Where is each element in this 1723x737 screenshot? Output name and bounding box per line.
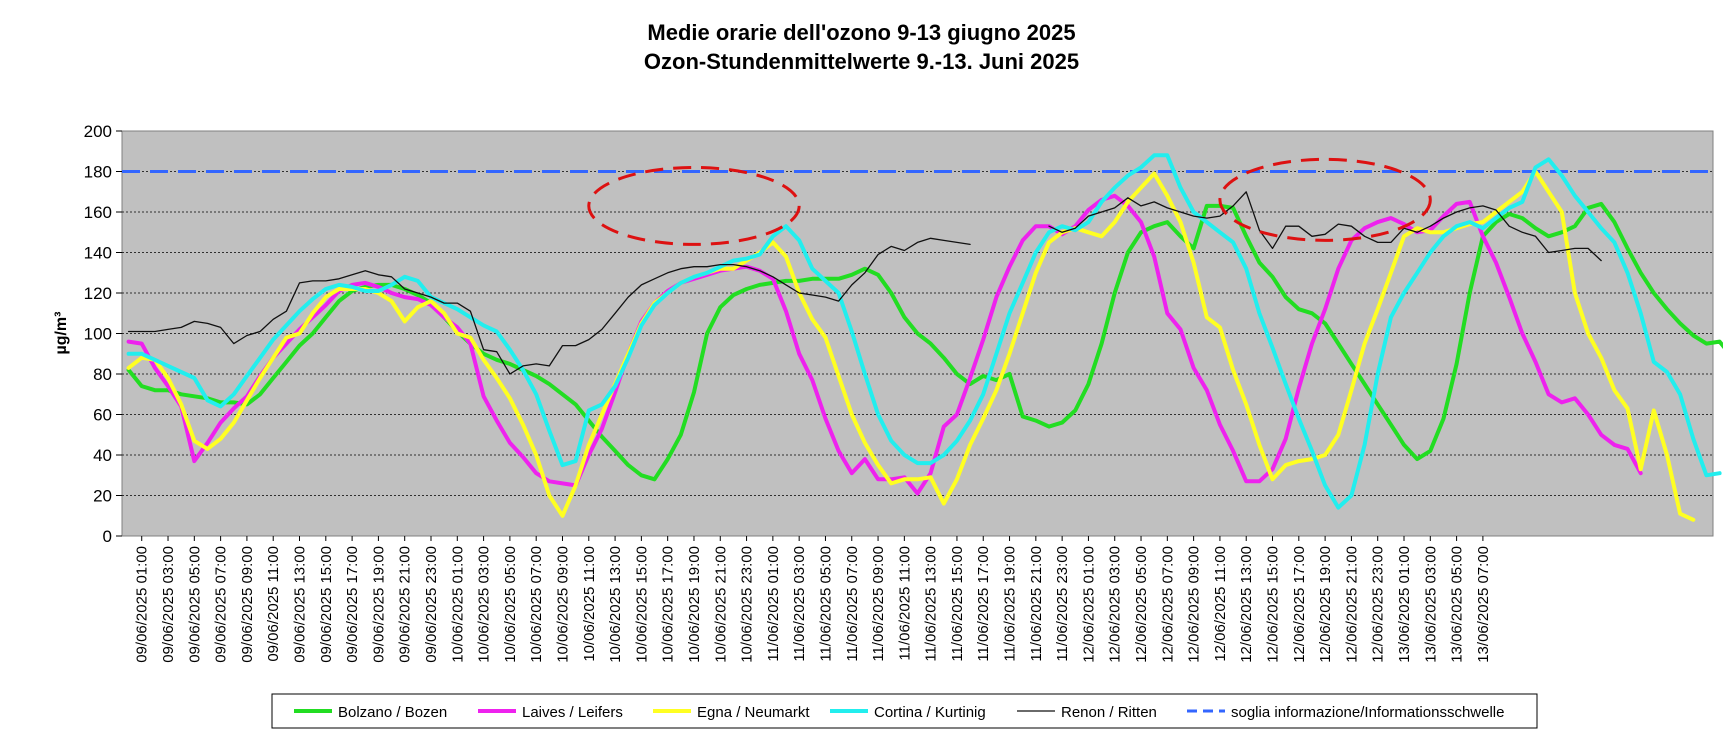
x-tick-label: 11/06/2025 21:00 xyxy=(1028,546,1045,662)
x-tick-label: 09/06/2025 13:00 xyxy=(292,546,309,663)
chart-title: Medie orarie dell'ozono 9-13 giugno 2025 xyxy=(647,20,1075,45)
y-tick-label: 60 xyxy=(93,406,112,425)
legend-label: Bolzano / Bozen xyxy=(338,704,447,721)
x-tick-label: 12/06/2025 23:00 xyxy=(1370,546,1387,663)
x-tick-label: 11/06/2025 15:00 xyxy=(949,546,966,662)
y-tick-label: 180 xyxy=(84,163,112,182)
x-tick-label: 11/06/2025 09:00 xyxy=(870,546,887,662)
x-tick-label: 10/06/2025 09:00 xyxy=(554,546,571,663)
series-line xyxy=(127,191,1602,375)
x-tick-label: 11/06/2025 13:00 xyxy=(923,546,940,662)
x-tick-label: 12/06/2025 05:00 xyxy=(1133,546,1150,663)
y-tick-label: 0 xyxy=(103,527,112,546)
legend-label: Cortina / Kurtinig xyxy=(874,704,986,721)
y-tick-label: 20 xyxy=(93,487,112,506)
legend-label: Egna / Neumarkt xyxy=(697,704,810,721)
x-tick-label: 12/06/2025 13:00 xyxy=(1238,546,1255,663)
x-tick-label: 09/06/2025 07:00 xyxy=(213,546,230,663)
x-tick-label: 09/06/2025 01:00 xyxy=(134,546,151,663)
x-tick-label: 10/06/2025 23:00 xyxy=(739,546,756,663)
x-tick-label: 11/06/2025 19:00 xyxy=(1002,546,1019,662)
highlight-circle xyxy=(587,165,801,246)
y-tick-label: 120 xyxy=(84,284,112,303)
x-tick-label: 09/06/2025 23:00 xyxy=(423,546,440,663)
x-tick-label: 12/06/2025 15:00 xyxy=(1265,546,1282,663)
x-tick-label: 13/06/2025 07:00 xyxy=(1475,546,1492,663)
highlight-circle xyxy=(1218,157,1432,242)
x-tick-label: 10/06/2025 01:00 xyxy=(449,546,466,663)
legend: Bolzano / Bozen Laives / Leifers Egna / Ne… xyxy=(294,704,1504,721)
x-tick-label: 12/06/2025 03:00 xyxy=(1107,546,1124,663)
x-tick-label: 13/06/2025 05:00 xyxy=(1449,546,1466,663)
series-line xyxy=(126,169,1696,522)
x-tick-label: 10/06/2025 07:00 xyxy=(528,546,545,663)
x-tick-label: 10/06/2025 03:00 xyxy=(476,546,493,663)
x-tick-label: 11/06/2025 07:00 xyxy=(844,546,861,662)
x-tick-label: 12/06/2025 09:00 xyxy=(1186,546,1203,663)
y-tick-label: 160 xyxy=(84,203,112,222)
x-tick-label: 10/06/2025 05:00 xyxy=(502,546,519,663)
series-line xyxy=(126,201,1723,482)
x-tick-label: 13/06/2025 01:00 xyxy=(1396,546,1413,663)
x-tick-label: 12/06/2025 11:00 xyxy=(1212,546,1229,662)
x-tick-label: 13/06/2025 03:00 xyxy=(1422,546,1439,663)
x-tick-label: 09/06/2025 03:00 xyxy=(160,546,177,663)
x-tick-label: 11/06/2025 23:00 xyxy=(1054,546,1071,662)
y-axis-ticks: 0 20 40 60 80 100 120 140 160 180 200 xyxy=(84,122,122,546)
highlight-circles xyxy=(587,157,1432,246)
x-tick-label: 09/06/2025 21:00 xyxy=(397,546,414,663)
x-tick-label: 09/06/2025 05:00 xyxy=(186,546,203,663)
x-tick-label: 12/06/2025 21:00 xyxy=(1343,546,1360,663)
series-lines xyxy=(126,153,1723,522)
x-tick-label: 10/06/2025 17:00 xyxy=(660,546,677,663)
y-tick-label: 140 xyxy=(84,244,112,263)
x-tick-label: 09/06/2025 11:00 xyxy=(265,546,282,662)
x-tick-label: 12/06/2025 17:00 xyxy=(1291,546,1308,663)
legend-label: soglia informazione/Informationsschwelle xyxy=(1231,704,1504,721)
legend-label: Renon / Ritten xyxy=(1061,704,1157,721)
chart-subtitle: Ozon-Stundenmittelwerte 9.-13. Juni 2025 xyxy=(644,49,1079,74)
y-tick-label: 200 xyxy=(84,122,112,141)
x-tick-label: 09/06/2025 17:00 xyxy=(344,546,361,663)
series-line xyxy=(126,153,1722,510)
x-tick-label: 12/06/2025 19:00 xyxy=(1317,546,1334,663)
x-tick-label: 09/06/2025 15:00 xyxy=(318,546,335,663)
x-tick-label: 11/06/2025 03:00 xyxy=(791,546,808,662)
x-axis-ticks: 09/06/2025 01:00 09/06/2025 03:00 09/06/20… xyxy=(134,536,1492,663)
x-tick-label: 10/06/2025 15:00 xyxy=(633,546,650,663)
x-tick-label: 10/06/2025 19:00 xyxy=(686,546,703,663)
x-tick-label: 12/06/2025 07:00 xyxy=(1159,546,1176,663)
x-tick-label: 10/06/2025 11:00 xyxy=(581,546,598,662)
x-tick-label: 09/06/2025 09:00 xyxy=(239,546,256,663)
y-tick-label: 80 xyxy=(93,365,112,384)
x-tick-label: 10/06/2025 21:00 xyxy=(712,546,729,663)
y-axis-label: µg/m³ xyxy=(53,312,70,355)
legend-label: Laives / Leifers xyxy=(522,704,623,721)
x-tick-label: 11/06/2025 17:00 xyxy=(975,546,992,662)
x-tick-label: 11/06/2025 05:00 xyxy=(817,546,834,662)
x-tick-label: 09/06/2025 19:00 xyxy=(370,546,387,663)
x-tick-label: 11/06/2025 01:00 xyxy=(765,546,782,662)
x-tick-label: 12/06/2025 01:00 xyxy=(1080,546,1097,663)
y-tick-label: 40 xyxy=(93,446,112,465)
x-tick-label: 11/06/2025 11:00 xyxy=(896,546,913,661)
x-tick-label: 10/06/2025 13:00 xyxy=(607,546,624,663)
y-tick-label: 100 xyxy=(84,325,112,344)
